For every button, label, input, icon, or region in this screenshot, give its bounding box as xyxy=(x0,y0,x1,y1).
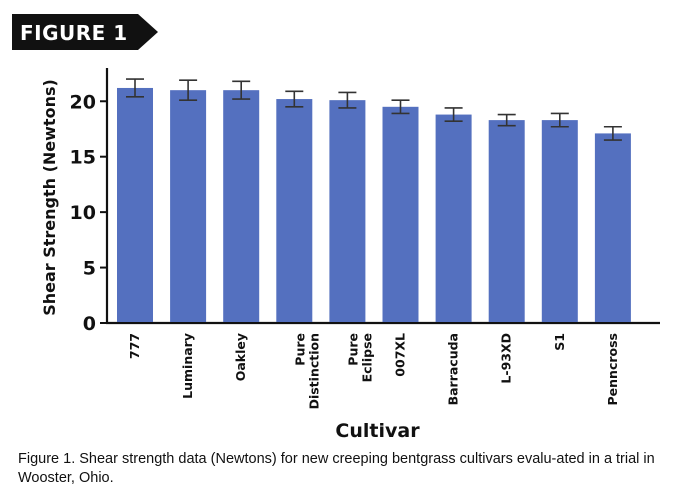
y-tick-label: 15 xyxy=(70,147,96,169)
bar xyxy=(435,114,472,322)
x-tick-label: L-93XD xyxy=(499,333,514,384)
x-tick-label: 777 xyxy=(127,333,142,359)
x-tick-label: 007XL xyxy=(393,333,408,377)
figure-label: FIGURE 1 xyxy=(20,21,128,45)
x-axis-title: Cultivar xyxy=(335,420,420,442)
y-axis-title: Shear Strength (Newtons) xyxy=(40,79,59,316)
y-tick-label: 5 xyxy=(83,258,96,280)
x-tick-label: PureEclipse xyxy=(345,333,374,382)
bar xyxy=(382,106,419,322)
x-tick-label: Oakley xyxy=(233,333,248,381)
bar xyxy=(594,133,631,322)
bar xyxy=(170,90,207,322)
y-tick-label: 10 xyxy=(70,202,96,224)
y-tick-label: 20 xyxy=(70,91,96,113)
bar xyxy=(117,87,153,323)
x-tick-label: Barracuda xyxy=(446,333,461,405)
bar xyxy=(488,120,525,322)
figure-caption: Figure 1. Shear strength data (Newtons) … xyxy=(18,451,655,486)
bar xyxy=(223,90,260,322)
figure-badge xyxy=(12,14,158,50)
y-tick-label: 0 xyxy=(83,313,96,335)
x-tick-label: PureDistinction xyxy=(292,333,321,409)
x-tick-label: Penncross xyxy=(605,333,620,405)
bar xyxy=(329,100,366,322)
bar xyxy=(541,120,578,322)
x-tick-label: S1 xyxy=(552,333,567,351)
x-tick-label: Luminary xyxy=(180,333,195,399)
bar xyxy=(276,99,313,322)
